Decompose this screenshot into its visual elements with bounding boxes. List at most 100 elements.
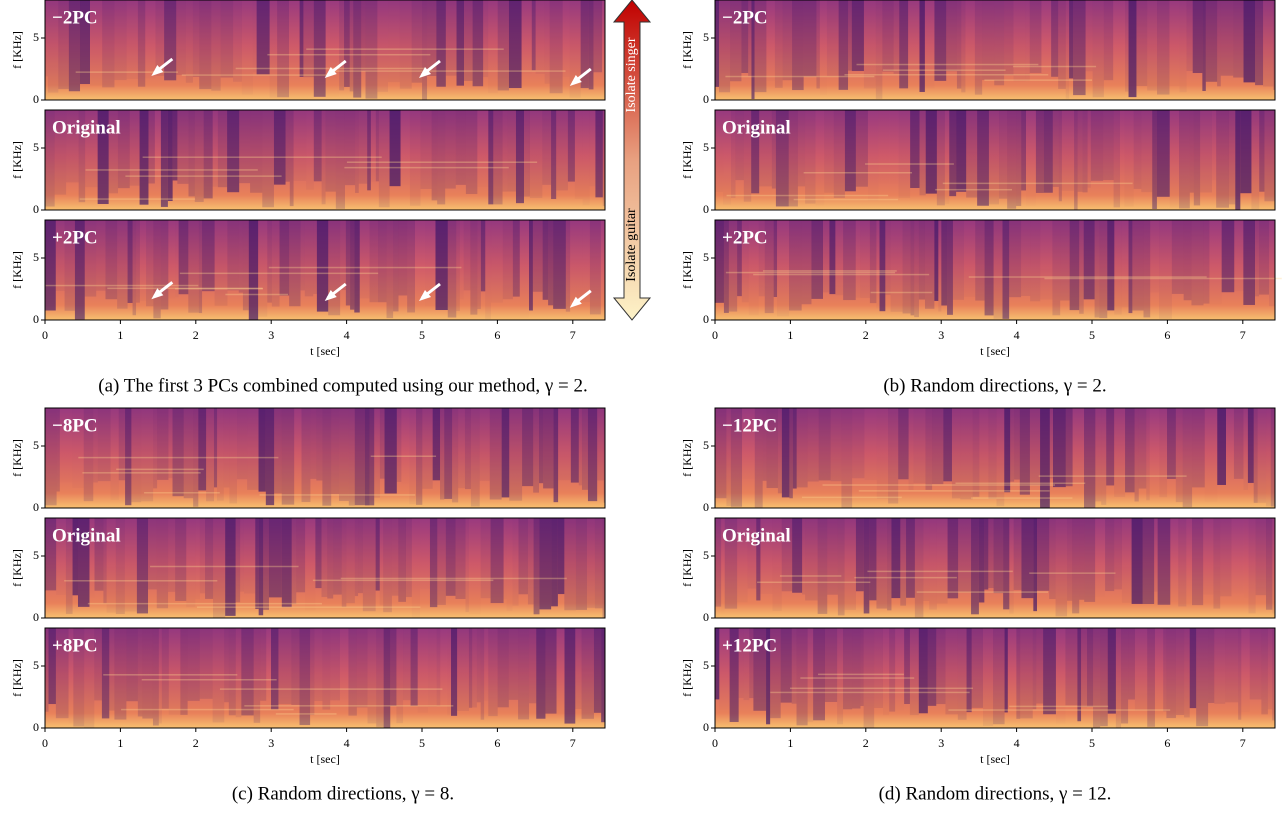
spectrogram-column — [1147, 628, 1155, 727]
harmonic-band — [725, 75, 875, 78]
spectrogram-column — [565, 220, 571, 312]
spectrogram-column — [279, 220, 290, 296]
spectrogram-column — [527, 518, 534, 605]
caption: (c) Random directions, γ = 8. — [232, 783, 454, 804]
spectrogram-column — [383, 518, 392, 613]
spectrogram-column — [183, 408, 194, 499]
spectrogram-frame — [714, 517, 1276, 619]
spectrogram-column — [1167, 408, 1176, 479]
spectrogram-column — [64, 220, 75, 311]
spectrogram-column — [289, 220, 301, 307]
spectrogram-column — [321, 518, 328, 598]
spectrogram-column — [743, 628, 750, 701]
harmonic-band — [107, 287, 263, 290]
spectrogram-column — [587, 408, 598, 502]
spectrogram-column — [1150, 408, 1160, 495]
spectrogram-column — [1072, 408, 1085, 484]
harmonic-band — [179, 272, 379, 275]
spectrogram-column — [72, 518, 78, 596]
spectrogram-column — [766, 408, 778, 489]
x-tick-label: 1 — [117, 328, 123, 342]
spectrogram-column — [593, 628, 602, 713]
spectrogram-column — [923, 518, 930, 601]
white-arrow-head — [324, 67, 337, 78]
spectrogram-bg — [715, 220, 1275, 320]
spectrogram-column — [586, 518, 595, 608]
spectrogram-column — [855, 110, 868, 187]
spectrogram-column — [1150, 220, 1159, 292]
spectrogram-column — [131, 408, 142, 503]
spectrogram-column — [127, 220, 133, 303]
spectrogram-column — [988, 518, 994, 589]
harmonic-band — [87, 602, 322, 605]
spectrogram-column — [993, 628, 1005, 725]
spectrogram-column — [749, 628, 754, 699]
spectrogram-column — [1065, 0, 1070, 99]
spectrogram — [44, 627, 606, 729]
x-axis-label: t [sec] — [310, 752, 340, 766]
spectrogram-column — [529, 220, 533, 311]
spectrogram-column — [78, 110, 86, 203]
spectrogram-column — [876, 408, 889, 499]
spectrogram-column — [1036, 628, 1044, 704]
spectrogram-column — [890, 220, 903, 312]
spectrogram-column — [268, 518, 282, 598]
spectrogram-column — [74, 220, 85, 320]
spectrogram-column — [1235, 110, 1241, 210]
spectrogram-column — [217, 408, 224, 501]
spectrogram-column — [1021, 110, 1026, 191]
spectrogram-column — [198, 408, 207, 491]
harmonic-band — [942, 182, 1133, 185]
harmonic-band — [312, 579, 494, 582]
harmonic-band — [870, 291, 933, 294]
spectrogram-column — [490, 518, 504, 604]
spectrogram-column — [1049, 408, 1054, 479]
spectrogram-column — [460, 220, 464, 299]
spectrogram-column — [782, 0, 793, 81]
spectrogram-column — [142, 628, 153, 719]
spectrogram-column — [399, 0, 412, 89]
spectrogram-column — [265, 408, 275, 506]
harmonic-band — [150, 565, 299, 568]
spectrogram-column — [247, 408, 259, 490]
spectrogram-column — [1021, 518, 1034, 599]
spectrogram-column — [792, 0, 804, 91]
spectrogram — [714, 0, 1276, 101]
spectrogram-column — [792, 518, 803, 593]
row-label: +2PC — [722, 227, 768, 248]
spectrogram-column — [879, 220, 886, 312]
harmonic-band — [789, 687, 973, 690]
x-tick-label: 0 — [712, 736, 718, 750]
spectrogram-column — [455, 518, 466, 599]
spectrogram-column — [533, 408, 540, 493]
harmonic-band — [225, 293, 288, 296]
spectrogram-column — [1212, 110, 1216, 180]
spectrogram-column — [803, 0, 817, 77]
spectrogram-column — [843, 628, 853, 710]
spectrogram-frame — [714, 627, 1276, 729]
spectrogram-column — [581, 628, 594, 719]
spectrogram-column — [1170, 110, 1179, 208]
spectrogram-column — [415, 220, 425, 299]
spectrogram-column — [826, 0, 839, 77]
harmonic-band — [1013, 65, 1097, 68]
y-tick-label: 5 — [703, 548, 709, 562]
spectrogram-column — [296, 518, 306, 593]
spectrogram-column — [348, 628, 357, 716]
x-tick-label: 5 — [419, 328, 425, 342]
spectrogram-column — [1094, 220, 1100, 318]
spectrogram-column — [304, 220, 314, 297]
spectrogram-column — [1107, 220, 1115, 311]
spectrogram-column — [735, 110, 744, 181]
spectrogram-column — [993, 220, 1003, 319]
spectrogram — [714, 219, 1282, 321]
spectrogram-column — [422, 0, 428, 100]
spectrogram-column — [344, 0, 350, 87]
spectrogram-column — [97, 408, 111, 482]
spectrogram-column — [1013, 0, 1026, 82]
spectrogram-column — [386, 220, 394, 319]
white-arrow-head — [569, 75, 582, 86]
spectrogram-column — [158, 628, 162, 724]
spectrogram-column — [1033, 518, 1037, 612]
x-tick-label: 3 — [268, 736, 274, 750]
